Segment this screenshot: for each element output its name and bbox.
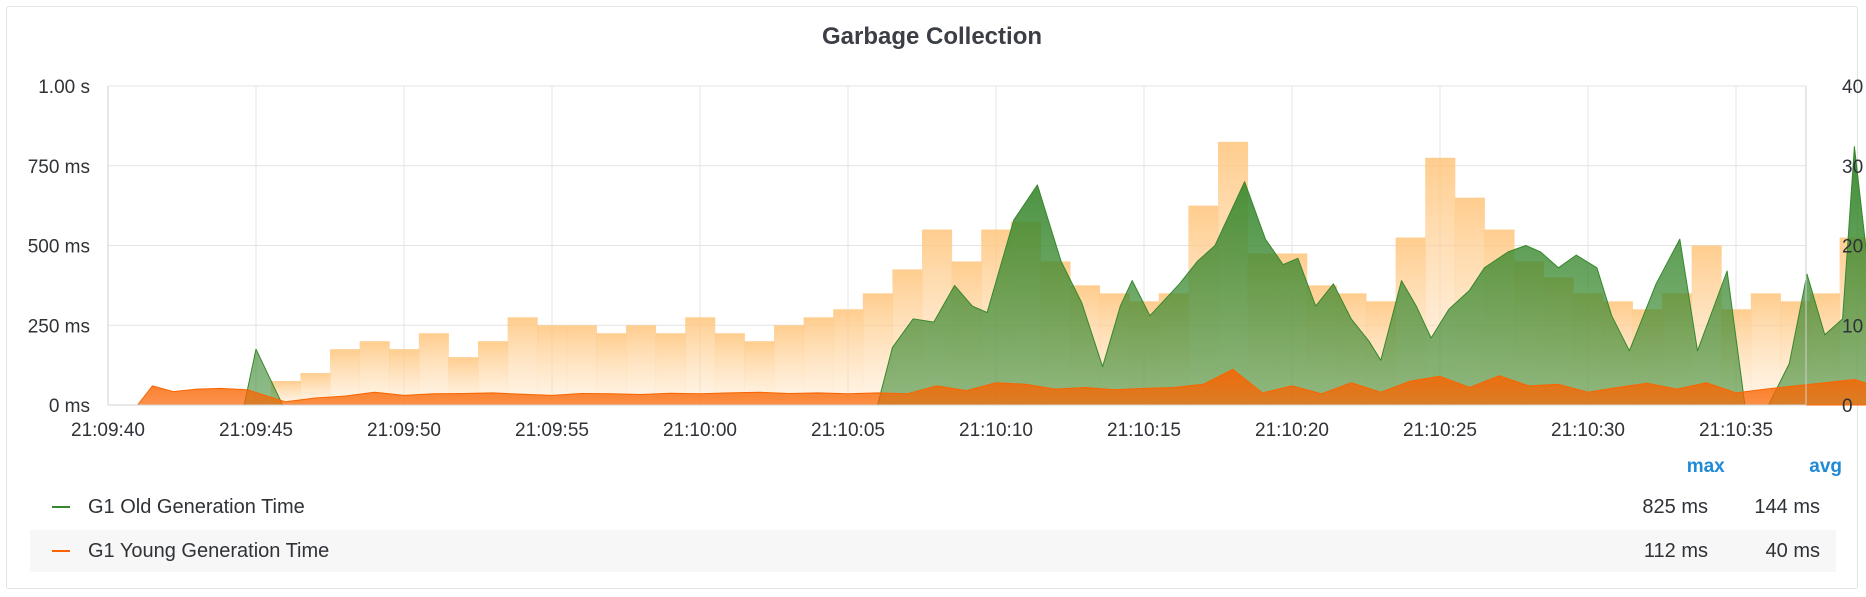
- count-bar: [596, 333, 627, 405]
- x-tick-label: 21:10:00: [663, 420, 737, 441]
- legend-label[interactable]: G1 Young Generation Time: [88, 540, 330, 562]
- x-tick-label: 21:10:15: [1107, 420, 1181, 441]
- legend-avg-value: 40 ms: [1765, 540, 1820, 562]
- y-tick-label-right: 30: [1842, 157, 1863, 178]
- count-bar: [833, 309, 864, 405]
- x-tick-label: 21:10:35: [1699, 420, 1773, 441]
- legend-item-old[interactable]: G1 Old Generation Time 825 ms 144 ms: [30, 486, 1836, 528]
- count-bar: [537, 325, 568, 405]
- axes: 0 ms 250 ms 500 ms 750 ms 1.00 s 0 10 20 30 40 21:…: [28, 77, 1863, 441]
- legend-max-value: 825 ms: [1642, 496, 1708, 518]
- legend-max-value: 112 ms: [1643, 540, 1708, 562]
- legend-avg-header[interactable]: avg: [1809, 456, 1842, 477]
- legend-max-header[interactable]: max: [1686, 456, 1725, 477]
- count-bar: [685, 317, 716, 405]
- x-tick-label: 21:10:10: [959, 420, 1033, 441]
- y-tick-label-left: 1.00 s: [38, 77, 90, 98]
- y-tick-label-right: 40: [1842, 77, 1863, 98]
- count-bar: [1750, 293, 1781, 405]
- y-tick-label-left: 0 ms: [49, 396, 90, 417]
- area-series: [137, 146, 1866, 406]
- x-tick-label: 21:09:40: [71, 420, 145, 441]
- legend-item-young[interactable]: G1 Young Generation Time 112 ms 40 ms: [30, 530, 1836, 572]
- young-gen-area: [137, 368, 1866, 406]
- count-bar: [418, 333, 449, 405]
- old-gen-area: [243, 146, 1866, 406]
- count-bar: [507, 317, 538, 405]
- legend-label[interactable]: G1 Old Generation Time: [88, 496, 305, 518]
- x-tick-label: 21:10:05: [811, 420, 885, 441]
- legend-swatch-old[interactable]: [52, 506, 70, 508]
- x-tick-label: 21:09:50: [367, 420, 441, 441]
- x-tick-label: 21:10:30: [1551, 420, 1625, 441]
- x-tick-label: 21:10:25: [1403, 420, 1477, 441]
- y-tick-label-right: 20: [1842, 237, 1863, 258]
- y-tick-label-left: 750 ms: [28, 157, 90, 178]
- panel-title: Garbage Collection: [821, 23, 1043, 50]
- x-tick-label: 21:10:20: [1255, 420, 1329, 441]
- count-bar: [774, 325, 805, 405]
- y-tick-label-left: 250 ms: [28, 316, 90, 337]
- y-tick-label-left: 500 ms: [28, 237, 90, 258]
- x-tick-label: 21:09:45: [219, 420, 293, 441]
- x-tick-label: 21:09:55: [515, 420, 589, 441]
- y-tick-label-right: 10: [1842, 316, 1863, 337]
- count-bar: [566, 325, 597, 405]
- y-tick-label-right: 0: [1842, 396, 1853, 417]
- legend-swatch-young[interactable]: [52, 550, 70, 552]
- grid: [108, 85, 1806, 406]
- count-bar: [626, 325, 657, 405]
- legend-avg-value: 144 ms: [1754, 496, 1820, 518]
- count-bar: [803, 317, 834, 405]
- legend-header: max avg: [1665, 456, 1842, 478]
